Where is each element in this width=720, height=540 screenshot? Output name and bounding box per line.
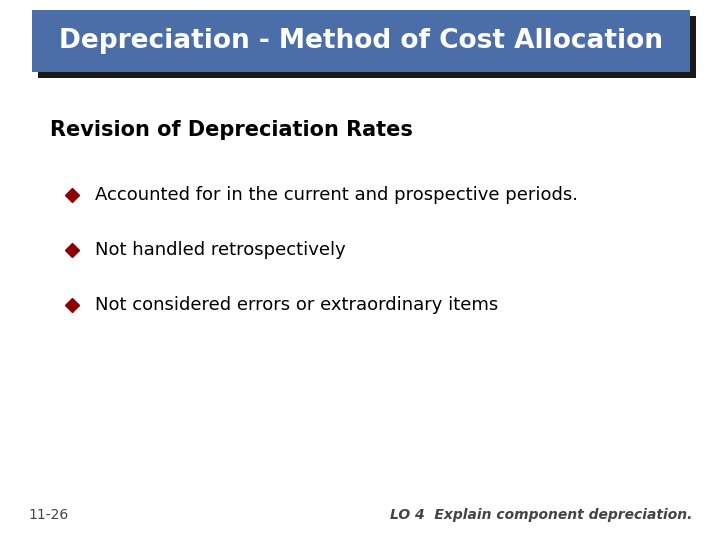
Bar: [32, 10, 690, 72]
Text: Not considered errors or extraordinary items: Not considered errors or extraordinary i…: [95, 296, 498, 314]
Bar: [38, 16, 696, 78]
Text: Revision of Depreciation Rates: Revision of Depreciation Rates: [50, 120, 413, 140]
Text: 11-26: 11-26: [28, 508, 68, 522]
Text: Accounted for in the current and prospective periods.: Accounted for in the current and prospec…: [95, 186, 578, 204]
Text: Depreciation - Method of Cost Allocation: Depreciation - Method of Cost Allocation: [59, 28, 663, 54]
Text: LO 4  Explain component depreciation.: LO 4 Explain component depreciation.: [390, 508, 692, 522]
Text: Not handled retrospectively: Not handled retrospectively: [95, 241, 346, 259]
